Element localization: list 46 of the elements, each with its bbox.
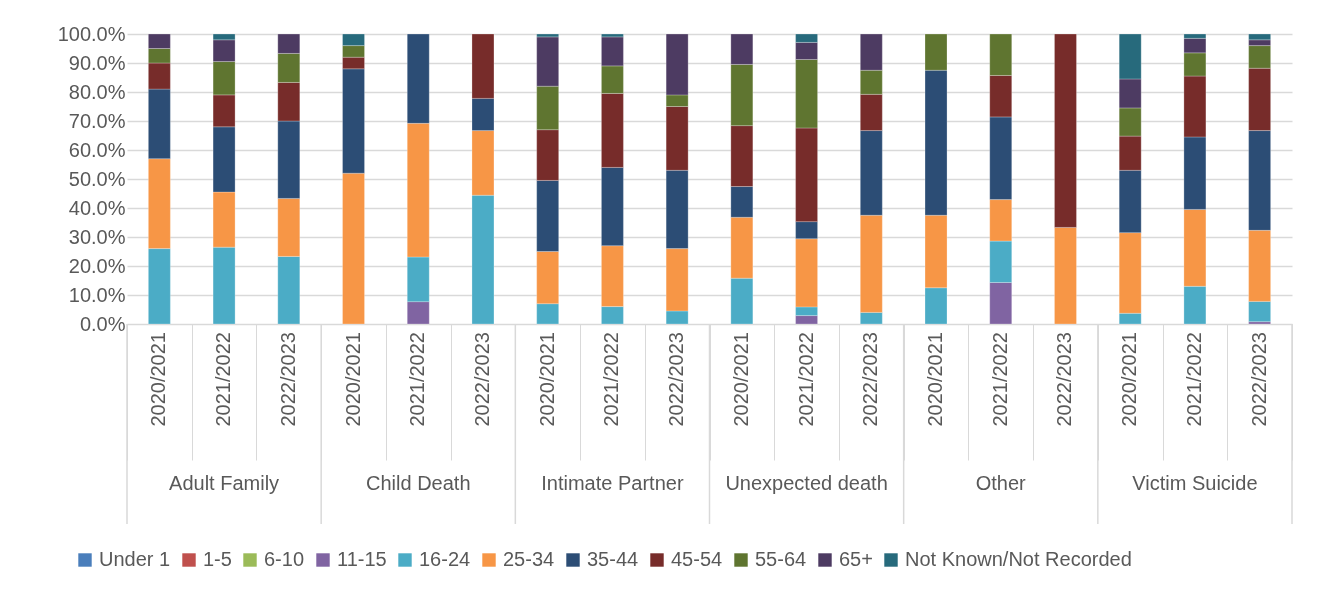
x-tick-label: 2022/2023: [470, 332, 493, 427]
y-tick-label: 10.0%: [68, 283, 126, 306]
x-tick-label: 2020/2021: [924, 332, 947, 427]
x-tick-label: 2020/2021: [341, 332, 364, 427]
x-tick-label: 2021/2022: [794, 332, 817, 427]
x-tick-label: 2021/2022: [1182, 332, 1205, 427]
y-tick-label: 100.0%: [57, 22, 126, 45]
x-tick-label: 2022/2023: [1053, 332, 1076, 427]
text: Intimate Partner: [541, 472, 684, 494]
legend-label: 45-54: [671, 548, 723, 570]
y-tick-label: 80.0%: [68, 80, 126, 103]
legend-label: Under 1: [99, 548, 171, 570]
legend-label: 11-15: [337, 548, 387, 570]
y-tick-label: 50.0%: [68, 167, 126, 190]
legend-label: 25-34: [503, 548, 555, 570]
y-tick-label: 20.0%: [68, 254, 126, 277]
x-tick-label: 2021/2022: [988, 332, 1011, 427]
x-tick-label: 2020/2021: [147, 332, 170, 427]
x-tick-label: 2022/2023: [665, 332, 688, 427]
legend-label: 35-44: [587, 548, 639, 570]
x-tick-label: 2022/2023: [276, 332, 299, 427]
x-tick-label: 2020/2021: [535, 332, 558, 427]
x-tick-label: 2021/2022: [600, 332, 623, 427]
legend-label: 55-64: [755, 548, 807, 570]
y-tick-label: 70.0%: [68, 109, 126, 132]
text: Other: [975, 472, 1027, 494]
text: Unexpected death: [725, 472, 888, 494]
legend-label: 1-5: [203, 548, 232, 570]
text: Victim Suicide: [1132, 472, 1258, 494]
y-tick-label: 90.0%: [68, 51, 126, 74]
legend-label: Not Known/Not Recorded: [905, 548, 1132, 570]
text: Child Death: [365, 472, 471, 494]
x-tick-label: 2020/2021: [1118, 332, 1141, 427]
y-tick-label: 30.0%: [68, 225, 126, 248]
y-tick-label: 60.0%: [68, 138, 126, 161]
legend-label: 65+: [839, 548, 873, 570]
x-tick-label: 2022/2023: [1247, 332, 1270, 427]
y-tick-label: 40.0%: [68, 196, 126, 219]
text: Adult Family: [169, 472, 280, 494]
y-tick-label: 0.0%: [79, 312, 126, 335]
x-tick-label: 2021/2022: [212, 332, 235, 427]
legend-label: 6-10: [264, 548, 305, 570]
legend-label: 16-24: [419, 548, 471, 570]
x-tick-label: 2020/2021: [729, 332, 752, 427]
x-tick-label: 2022/2023: [859, 332, 882, 427]
x-tick-label: 2021/2022: [406, 332, 429, 427]
